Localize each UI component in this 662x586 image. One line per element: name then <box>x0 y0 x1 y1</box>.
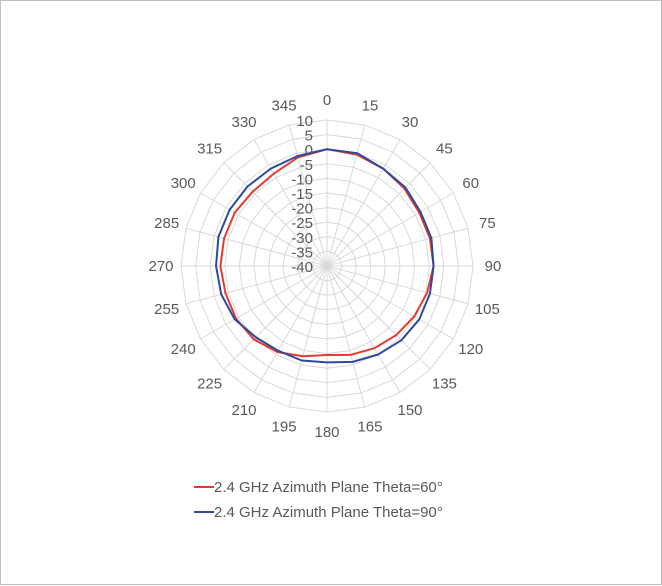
radial-tick-label-3: -5 <box>300 157 313 174</box>
spoke-75 <box>326 227 469 267</box>
radial-tick-label-1: 5 <box>305 128 313 145</box>
spoke-315 <box>223 162 328 267</box>
angle-label-345: 345 <box>272 98 297 115</box>
angle-label-195: 195 <box>272 418 297 435</box>
legend-entry-theta90: 2.4 GHz Azimuth Plane Theta=90° <box>194 504 443 521</box>
radial-tick-label-8: -30 <box>291 230 313 247</box>
spoke-120 <box>326 265 454 340</box>
series-line-0 <box>219 148 435 358</box>
spoke-45 <box>326 162 431 267</box>
spoke-225 <box>223 265 328 370</box>
angle-label-285: 285 <box>154 215 179 232</box>
angle-label-210: 210 <box>231 402 256 419</box>
spoke-15 <box>326 124 366 267</box>
radial-tick-label-6: -20 <box>291 201 313 218</box>
angle-label-300: 300 <box>171 175 196 192</box>
angle-label-75: 75 <box>479 215 496 232</box>
radial-tick-label-0: 10 <box>296 113 313 130</box>
spoke-150 <box>326 265 401 393</box>
angle-spokes <box>181 120 473 412</box>
spoke-285 <box>185 227 328 267</box>
spoke-240 <box>200 265 328 340</box>
series-lines <box>215 148 435 364</box>
angle-label-30: 30 <box>402 114 419 131</box>
radial-tick-label-5: -15 <box>291 186 313 203</box>
radial-tick-label-2: 0 <box>305 142 313 159</box>
legend-label-theta90: 2.4 GHz Azimuth Plane Theta=90° <box>214 504 443 521</box>
spoke-165 <box>326 265 366 408</box>
legend-label-theta60: 2.4 GHz Azimuth Plane Theta=60° <box>214 479 443 496</box>
angle-label-315: 315 <box>197 141 222 158</box>
spoke-105 <box>326 265 469 305</box>
spoke-345 <box>288 124 328 267</box>
radial-tick-label-4: -10 <box>291 171 313 188</box>
angle-label-240: 240 <box>171 341 196 358</box>
angle-label-120: 120 <box>458 341 483 358</box>
angle-label-15: 15 <box>362 98 379 115</box>
spoke-210 <box>253 265 328 393</box>
angle-label-0: 0 <box>323 92 331 109</box>
radial-tick-label-7: -25 <box>291 215 313 232</box>
angle-label-330: 330 <box>231 114 256 131</box>
angle-label-60: 60 <box>462 175 479 192</box>
series-line-1 <box>215 148 435 364</box>
angle-label-270: 270 <box>148 258 173 275</box>
angle-label-150: 150 <box>397 402 422 419</box>
spoke-330 <box>253 139 328 267</box>
spoke-135 <box>326 265 431 370</box>
angle-label-225: 225 <box>197 375 222 392</box>
spoke-300 <box>200 192 328 267</box>
legend: 2.4 GHz Azimuth Plane Theta=60° 2.4 GHz … <box>194 479 443 521</box>
spoke-195 <box>288 265 328 408</box>
angle-label-180: 180 <box>314 424 339 441</box>
legend-entry-theta60: 2.4 GHz Azimuth Plane Theta=60° <box>194 479 443 496</box>
spoke-30 <box>326 139 401 267</box>
angle-label-135: 135 <box>432 375 457 392</box>
angle-label-165: 165 <box>357 418 382 435</box>
angle-label-105: 105 <box>475 301 500 318</box>
angle-label-90: 90 <box>485 258 502 275</box>
radial-tick-label-10: -40 <box>291 259 313 276</box>
spoke-60 <box>326 192 454 267</box>
radial-tick-label-9: -35 <box>291 244 313 261</box>
spoke-255 <box>185 265 328 305</box>
angle-label-255: 255 <box>154 301 179 318</box>
angle-label-45: 45 <box>436 141 453 158</box>
